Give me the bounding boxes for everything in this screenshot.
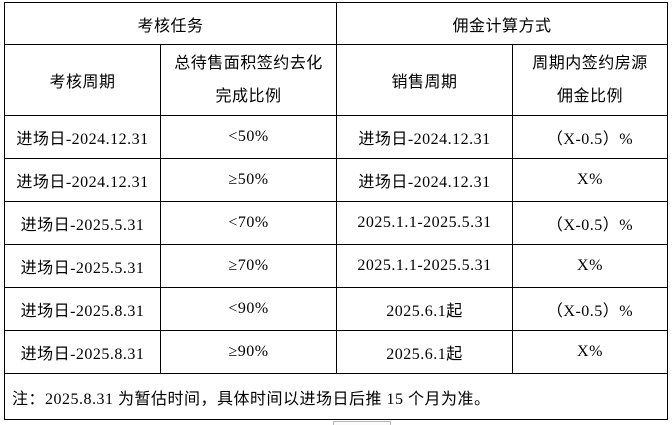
header-group-commission-method: 佣金计算方式 (337, 3, 667, 45)
cell-commission-rate: （X-0.5）% (513, 202, 667, 245)
col-header-assessment-period: 考核周期 (5, 45, 161, 116)
col-header-commission-rate: 周期内签约房源 佣金比例 (513, 45, 667, 116)
col-header-sales-period: 销售周期 (337, 45, 513, 116)
col-header-label: 考核周期 (49, 74, 116, 91)
cell-completion-ratio: <50% (161, 116, 337, 159)
col-header-completion-ratio: 总待售面积签约去化 完成比例 (161, 45, 337, 116)
cell-sales-period: 进场日-2024.12.31 (337, 116, 513, 159)
cell-assessment-period: 进场日-2025.8.31 (5, 288, 161, 331)
cell-commission-rate: X% (513, 331, 667, 374)
cell-completion-ratio: ≥50% (161, 159, 337, 202)
cell-completion-ratio: ≥90% (161, 331, 337, 374)
col-header-label-line1: 总待售面积签约去化 (174, 55, 323, 72)
header-group-assessment-task: 考核任务 (5, 3, 337, 45)
cell-completion-ratio: <70% (161, 202, 337, 245)
cell-commission-rate: X% (513, 245, 667, 288)
cell-completion-ratio: ≥70% (161, 245, 337, 288)
cell-commission-rate: X% (513, 159, 667, 202)
cell-assessment-period: 进场日-2025.8.31 (5, 331, 161, 374)
cell-assessment-period: 进场日-2025.5.31 (5, 245, 161, 288)
cell-sales-period: 2025.6.1起 (337, 288, 513, 331)
header-group-label: 佣金计算方式 (452, 17, 552, 35)
table-footnote: 注：2025.8.31 为暂估时间，具体时间以进场日后推 15 个月为准。 (12, 390, 491, 408)
cell-sales-period: 2025.6.1起 (337, 331, 513, 374)
cell-sales-period: 进场日-2024.12.31 (337, 159, 513, 202)
cell-assessment-period: 进场日-2024.12.31 (5, 116, 161, 159)
commission-assessment-table: 考核任务 佣金计算方式 考核周期 总待售面积签约去化 完成比例 销售周期 周期内… (4, 2, 668, 420)
cell-assessment-period: 进场日-2025.5.31 (5, 202, 161, 245)
col-header-label-line2: 佣金比例 (556, 88, 623, 105)
cell-sales-period: 2025.1.1-2025.5.31 (337, 245, 513, 288)
col-header-label: 销售周期 (391, 74, 458, 91)
cell-sales-period: 2025.1.1-2025.5.31 (337, 202, 513, 245)
header-group-label: 考核任务 (137, 17, 204, 35)
table-resize-handle[interactable] (333, 421, 391, 425)
col-header-label-line1: 周期内签约房源 (532, 55, 648, 72)
cell-assessment-period: 进场日-2024.12.31 (5, 159, 161, 202)
cell-commission-rate: （X-0.5）% (513, 116, 667, 159)
cell-commission-rate: （X-0.5）% (513, 288, 667, 331)
col-header-label-line2: 完成比例 (215, 88, 282, 105)
cell-completion-ratio: <90% (161, 288, 337, 331)
